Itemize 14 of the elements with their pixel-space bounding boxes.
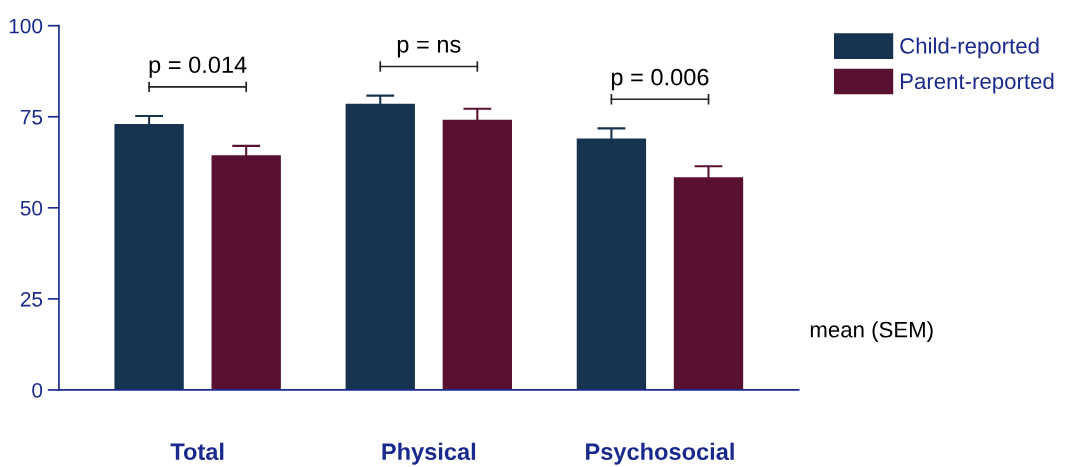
annotation: p = ns — [397, 39, 461, 58]
y-tick-label: 50 — [20, 200, 43, 216]
legend-label: Child-reported — [900, 37, 1039, 59]
x-tick-label: Psychosocial — [586, 442, 734, 465]
y-tick-label: 25 — [20, 291, 43, 307]
x-tick-label: Total — [170, 442, 224, 461]
y-tick-label: 75 — [20, 109, 43, 125]
y-tick-label: 0 — [32, 382, 43, 398]
y-tick-label: 100 — [9, 18, 43, 34]
text: mean (SEM) — [810, 321, 933, 342]
legend-label: Parent-reported — [900, 72, 1054, 94]
annotation: p = 0.006 — [611, 68, 709, 91]
x-tick-label: Physical — [382, 442, 476, 465]
annotation: p = 0.014 — [149, 56, 247, 78]
